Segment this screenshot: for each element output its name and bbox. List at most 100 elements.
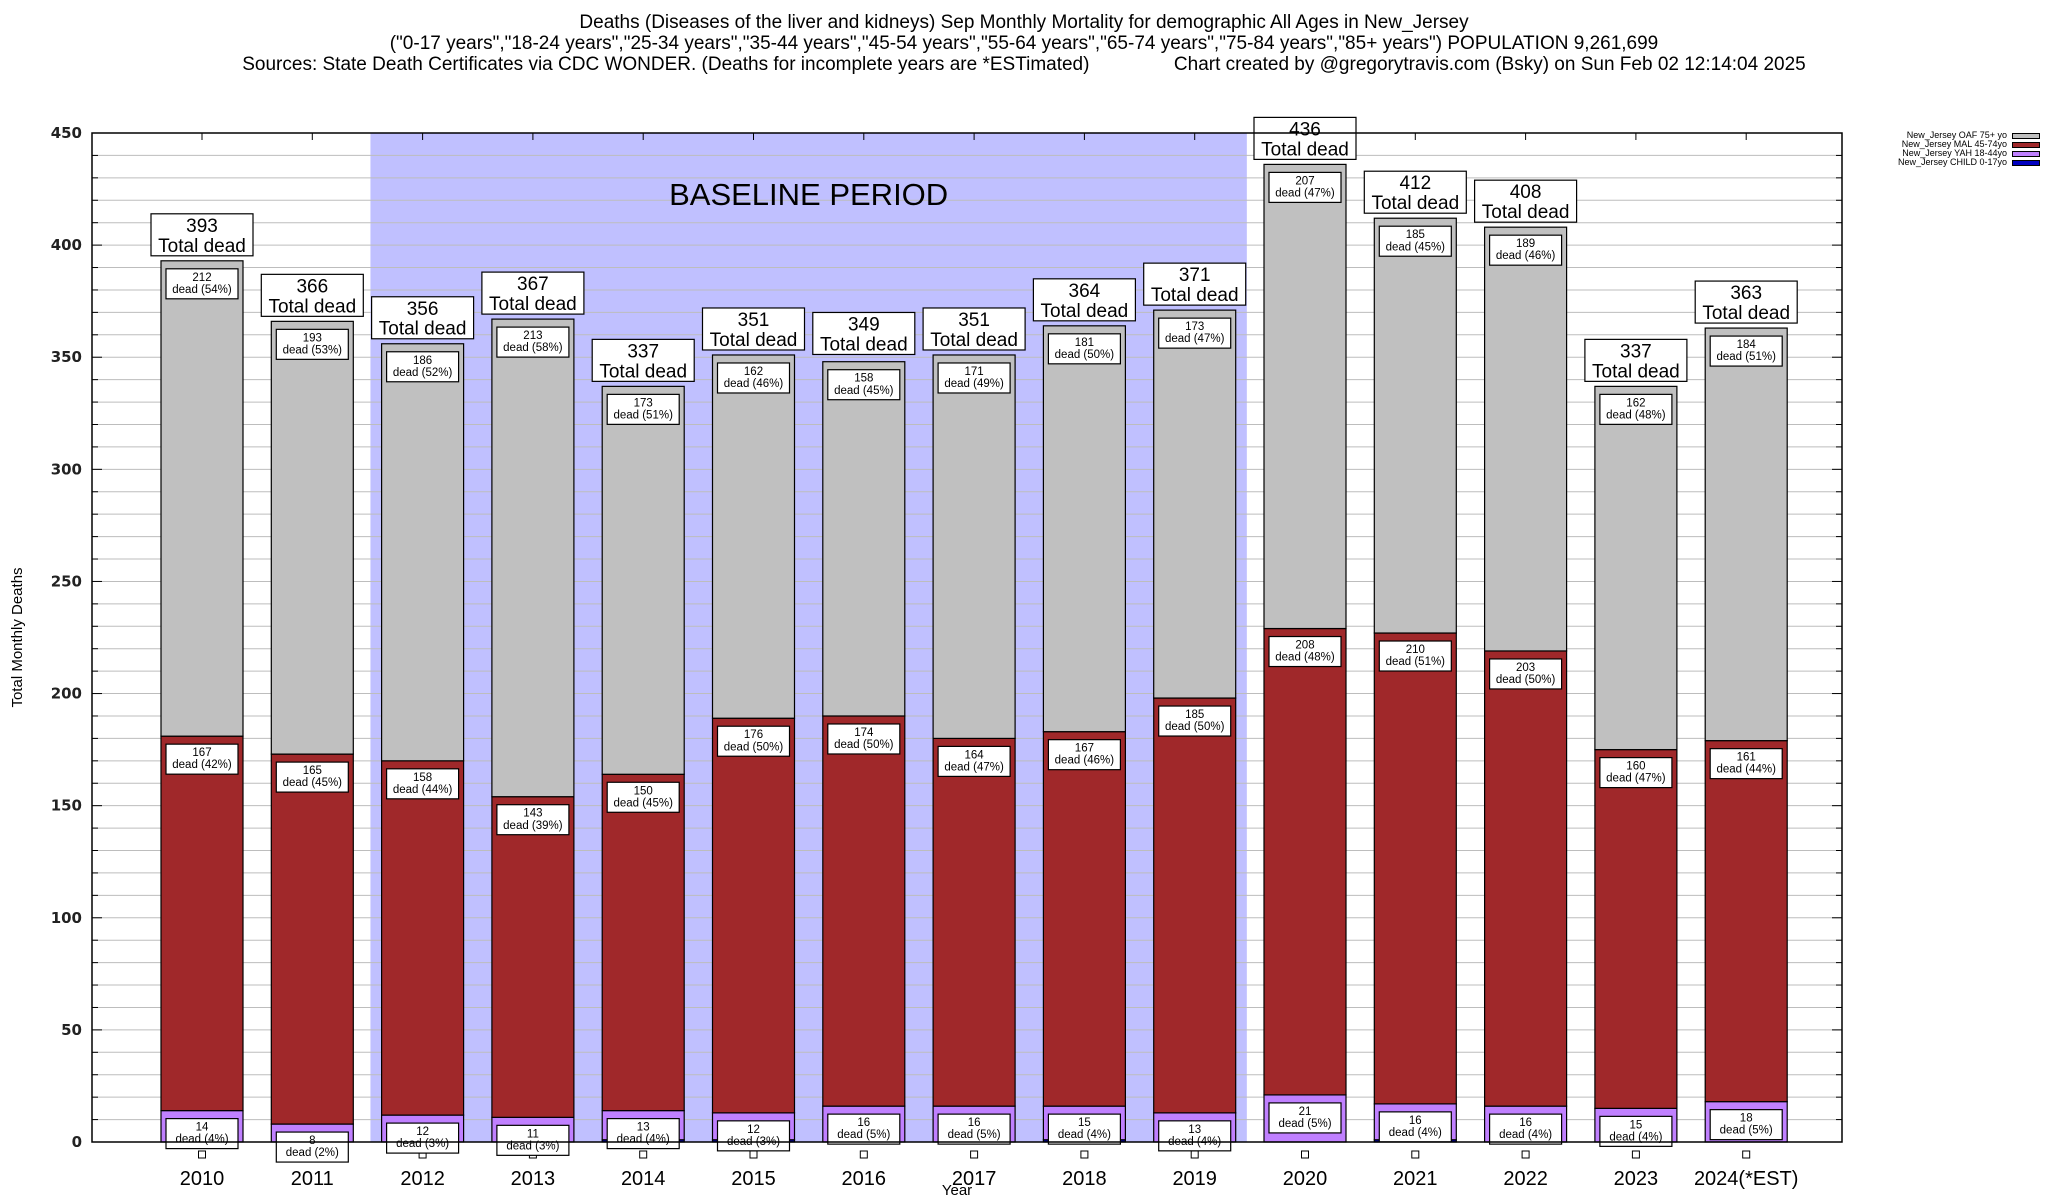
mal-segment — [381, 760, 465, 1116]
child-label-marker — [1301, 1150, 1309, 1159]
y-tick-label: 350 — [51, 348, 82, 366]
total-label: 436 Total dead — [1261, 119, 1349, 160]
x-axis-label: Year — [942, 1182, 972, 1199]
oaf-segment — [1153, 309, 1237, 699]
total-label: 351 Total dead — [930, 310, 1018, 351]
x-tick-label: 2011 — [291, 1168, 334, 1190]
segment-label: 16 dead (4%) — [1499, 1117, 1552, 1141]
mal-segment — [270, 753, 354, 1125]
total-label: 412 Total dead — [1371, 173, 1459, 214]
child-label-marker — [749, 1150, 758, 1159]
child-label-marker — [1411, 1150, 1420, 1159]
total-label: 408 Total dead — [1482, 182, 1570, 223]
total-label-box — [1143, 262, 1247, 306]
segment-label: 160 dead (47%) — [1606, 761, 1666, 785]
plot-frame — [91, 132, 1843, 1143]
segment-label-box — [1268, 635, 1342, 668]
segment-label: 208 dead (48%) — [1275, 640, 1335, 664]
segment-label-box — [386, 351, 460, 383]
child-label-marker — [1742, 1150, 1751, 1159]
mal-segment — [822, 715, 906, 1107]
segment-label-box — [496, 1124, 570, 1156]
child-label-marker — [198, 1150, 206, 1159]
segment-label: 162 dead (48%) — [1606, 397, 1666, 421]
oaf-segment — [381, 343, 465, 762]
total-label-box — [701, 307, 806, 351]
segment-label-box — [1709, 748, 1783, 780]
child-label-marker — [1631, 1150, 1640, 1159]
x-tick-label: 2022 — [1503, 1168, 1548, 1190]
segment-label: 143 dead (39%) — [503, 808, 563, 832]
segment-label: 164 dead (47%) — [944, 749, 1004, 773]
segment-label-box — [1488, 234, 1563, 266]
segment-label-box — [1158, 705, 1232, 737]
segment-label: 171 dead (49%) — [944, 366, 1004, 390]
mal-segment — [1483, 650, 1568, 1107]
legend-swatch — [2012, 159, 2040, 166]
x-tick-label: 2010 — [180, 1168, 225, 1190]
segment-label: 162 dead (46%) — [724, 366, 784, 390]
total-label-box — [922, 307, 1026, 351]
segment-label-box — [716, 1120, 791, 1152]
bar-stack-2018 — [1042, 325, 1127, 1143]
segment-label-box — [165, 268, 239, 300]
bar-stack-2014 — [601, 385, 685, 1143]
oaf-segment — [491, 318, 575, 798]
total-label-box — [1253, 116, 1357, 160]
segment-label: 174 dead (50%) — [834, 727, 894, 751]
segment-label: 18 dead (5%) — [1720, 1113, 1773, 1137]
bar-stack-2023 — [1594, 385, 1678, 1143]
child-label-marker — [970, 1150, 979, 1159]
total-label-box — [260, 273, 364, 317]
segment-label-box — [1599, 757, 1673, 789]
segment-label-box — [275, 761, 349, 793]
segment-label-box — [1047, 1113, 1122, 1145]
segment-label: 203 dead (50%) — [1496, 662, 1556, 686]
total-label: 363 Total dead — [1702, 283, 1790, 324]
total-label-box — [1363, 170, 1467, 214]
segment-label-box — [827, 723, 901, 755]
total-label: 349 Total dead — [820, 314, 908, 355]
y-tick-label: 400 — [51, 236, 82, 254]
total-label: 367 Total dead — [489, 274, 577, 315]
baseline-period-label: BASELINE PERIOD — [669, 177, 948, 212]
segment-label: 210 dead (51%) — [1386, 644, 1446, 668]
segment-label: 158 dead (45%) — [834, 373, 894, 397]
legend-item: New_Jersey YAH 18-44yo — [1860, 149, 2040, 158]
segment-label: 181 dead (50%) — [1055, 337, 1115, 361]
segment-label-box — [606, 781, 680, 813]
y-tick-label: 0 — [72, 1133, 82, 1151]
segment-label: 185 dead (50%) — [1165, 709, 1225, 733]
x-tick-label: 2016 — [842, 1168, 887, 1190]
segment-label-box — [165, 1118, 239, 1150]
oaf-segment — [270, 320, 354, 755]
child-label-marker — [1190, 1150, 1199, 1159]
legend-swatch — [2012, 132, 2040, 139]
legend-swatch — [2012, 150, 2040, 157]
segment-label-box — [386, 1122, 460, 1154]
total-label: 337 Total dead — [1592, 341, 1680, 382]
total-label-box — [591, 338, 695, 382]
bar-stack-2024(*EST) — [1704, 327, 1788, 1143]
segment-label-box — [1488, 1113, 1563, 1145]
total-label-box — [371, 296, 475, 340]
mal-segment — [1153, 697, 1237, 1114]
segment-label-box — [1047, 333, 1122, 365]
x-tick-label: 2014 — [621, 1168, 666, 1190]
legend-item: New_Jersey MAL 45-74yo — [1860, 140, 2040, 149]
segment-label: 21 dead (5%) — [1278, 1106, 1331, 1130]
segment-label-box — [1158, 1120, 1232, 1152]
segment-label-box — [937, 745, 1011, 778]
total-label: 393 Total dead — [158, 216, 246, 257]
chart-subtitle-sources: Sources: State Death Certificates via CD… — [242, 54, 1806, 75]
segment-label: 184 dead (51%) — [1716, 339, 1776, 363]
segment-label-box — [1599, 393, 1673, 425]
bar-stack-2017 — [932, 354, 1016, 1143]
x-tick-label: 2023 — [1614, 1168, 1659, 1190]
segment-label-box — [275, 1131, 349, 1163]
segment-label: 16 dead (5%) — [837, 1117, 890, 1141]
segment-label-box — [1268, 1102, 1342, 1134]
total-label: 337 Total dead — [599, 341, 687, 382]
legend-label: New_Jersey YAH 18-44yo — [1902, 148, 2007, 158]
x-tick-label: 2017 — [952, 1168, 997, 1190]
